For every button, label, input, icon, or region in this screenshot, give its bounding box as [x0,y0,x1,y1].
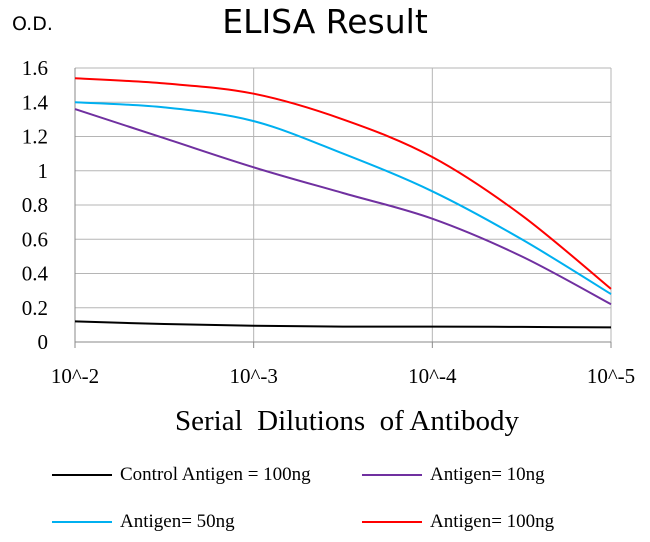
y-tick-label: 1.4 [22,90,49,114]
chart-title: ELISA Result [222,2,428,41]
y-tick-label: 0.8 [22,193,48,217]
y-tick-label: 1.2 [22,125,48,149]
grid [75,67,612,342]
series-line-control-antigen [74,320,612,329]
y-tick-label: 0.2 [22,296,48,320]
series-line-antigen-50ng [74,101,612,295]
axes [74,68,612,348]
y-tick-label: 0.6 [22,227,48,251]
x-tick-label: 10^-4 [408,364,457,388]
series-lines [74,77,612,329]
x-tick-label: 10^-2 [51,364,99,388]
x-tick-label: 10^-5 [587,364,635,388]
x-tick-label: 10^-3 [229,364,277,388]
y-tick-label: 1.6 [22,56,48,80]
y-tick-label: 0 [38,330,49,354]
series-line-antigen-10ng [74,108,612,306]
x-axis-label: Serial Dilutions of Antibody [175,405,519,437]
y-tick-label: 1 [38,159,49,183]
y-tick-label: 0.4 [22,262,49,286]
y-axis-label: O.D. [12,13,53,35]
series-line-antigen-100ng [74,77,612,290]
tick-labels: 0 0.2 0.4 0.6 0.8 1 1.2 1.4 1.6 10^-2 10^-3 10^-4 10… [22,56,635,388]
